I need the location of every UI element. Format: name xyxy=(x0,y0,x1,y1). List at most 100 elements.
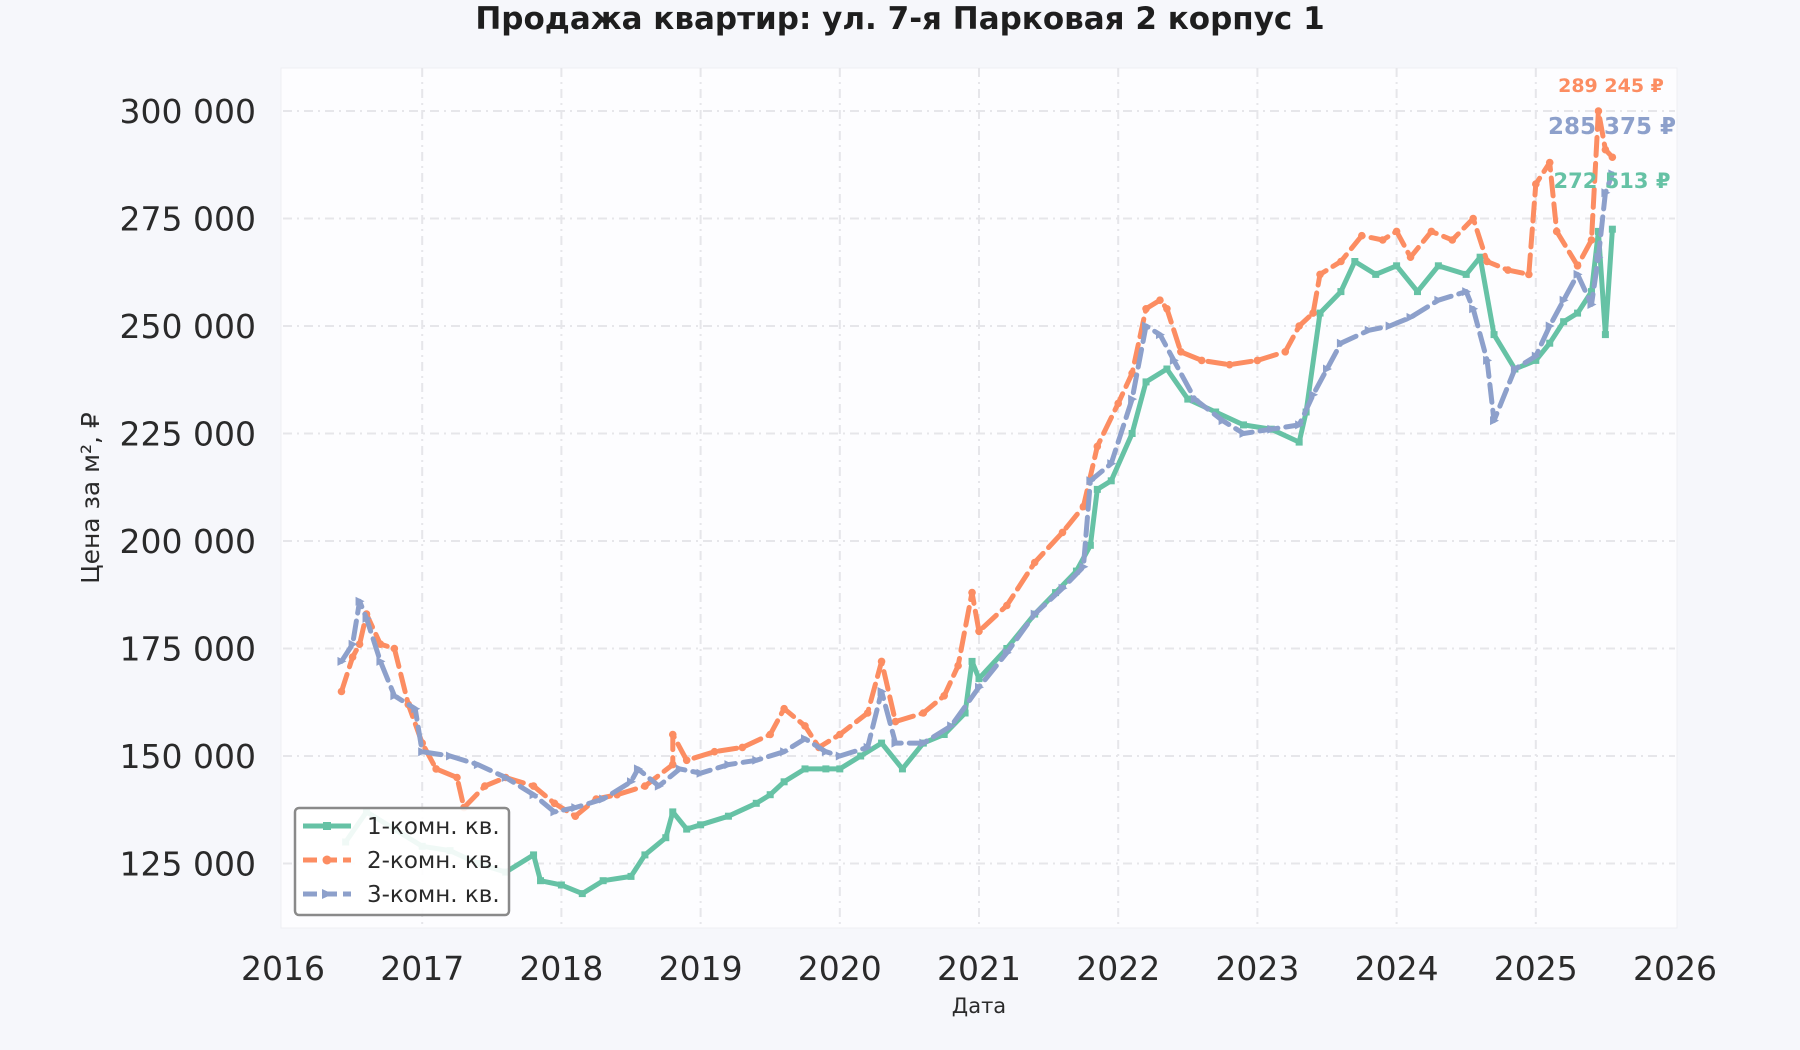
data-point xyxy=(550,807,560,817)
data-point xyxy=(1483,257,1491,266)
data-point xyxy=(1587,288,1595,296)
data-point xyxy=(766,791,774,799)
data-point xyxy=(1532,356,1540,364)
y-tick-label: 250 000 xyxy=(120,307,256,346)
data-point xyxy=(1163,365,1171,373)
data-point xyxy=(801,734,810,744)
legend-label-3: 3-комн. кв. xyxy=(367,882,500,908)
data-point xyxy=(940,692,948,700)
data-point xyxy=(1093,442,1102,451)
data-point xyxy=(1448,236,1457,244)
x-tick-label: 2021 xyxy=(937,949,1021,988)
data-point xyxy=(1525,270,1533,279)
data-point xyxy=(891,738,901,748)
data-point xyxy=(355,640,364,648)
data-point xyxy=(1406,312,1416,322)
x-tick-label: 2016 xyxy=(241,949,325,988)
data-point xyxy=(1490,331,1498,339)
data-point xyxy=(571,803,581,813)
data-point xyxy=(1560,318,1568,326)
data-point xyxy=(919,709,928,717)
data-point xyxy=(641,851,649,859)
data-point xyxy=(1587,300,1597,309)
data-point xyxy=(1552,227,1561,236)
end-value-label-2: 289 245 ₽ xyxy=(1558,75,1664,97)
data-point xyxy=(669,808,677,816)
data-point xyxy=(1434,262,1442,270)
data-point xyxy=(1601,188,1611,198)
data-point xyxy=(724,812,732,820)
data-point xyxy=(1559,295,1569,305)
data-point xyxy=(1114,399,1122,408)
data-point xyxy=(1594,107,1603,115)
x-axis-title: Дата xyxy=(952,994,1006,1018)
legend-label-1: 1-комн. кв. xyxy=(367,814,500,840)
data-point xyxy=(1531,351,1541,361)
data-point xyxy=(1573,269,1583,279)
data-point xyxy=(1594,227,1602,235)
data-point xyxy=(1218,416,1228,426)
data-point xyxy=(1316,309,1324,317)
data-point xyxy=(1239,429,1249,438)
data-point xyxy=(473,760,483,770)
data-point xyxy=(940,731,948,738)
data-point xyxy=(675,764,685,774)
end-value-label-1: 272 513 ₽ xyxy=(1554,169,1671,193)
data-point xyxy=(801,765,809,773)
data-point xyxy=(766,730,774,739)
data-point xyxy=(1469,214,1477,223)
data-point xyxy=(1253,356,1262,365)
data-point xyxy=(801,722,809,730)
end-labels: 272 513 ₽ 289 245 ₽ 285 375 ₽ xyxy=(1548,75,1676,193)
data-point xyxy=(627,777,636,787)
data-point xyxy=(1184,395,1192,403)
data-point xyxy=(1107,459,1117,469)
data-point xyxy=(1323,364,1332,374)
data-point xyxy=(1378,236,1387,244)
data-point xyxy=(1058,528,1067,537)
data-point xyxy=(1142,305,1150,313)
data-point xyxy=(1225,360,1234,369)
x-tick-label: 2020 xyxy=(798,949,882,988)
data-point xyxy=(390,691,400,701)
data-point xyxy=(390,644,399,653)
y-tick-label: 175 000 xyxy=(120,630,256,669)
data-point xyxy=(1608,169,1618,179)
data-point xyxy=(1128,430,1136,437)
data-point xyxy=(954,661,962,670)
data-point xyxy=(877,657,886,666)
data-point xyxy=(724,760,734,770)
data-point xyxy=(898,765,906,773)
data-point xyxy=(1281,348,1290,356)
data-point xyxy=(1337,288,1345,296)
data-point xyxy=(1462,287,1472,297)
series-layer xyxy=(337,107,1618,898)
data-point xyxy=(529,782,538,790)
data-point xyxy=(1295,420,1305,430)
data-point xyxy=(877,687,887,696)
data-point xyxy=(537,877,545,885)
data-point xyxy=(1003,601,1011,610)
legend-marker xyxy=(322,889,333,899)
data-point xyxy=(1190,394,1200,404)
data-point xyxy=(1316,270,1324,279)
data-point xyxy=(1372,270,1380,278)
data-point xyxy=(1197,356,1206,365)
data-point xyxy=(1406,253,1415,261)
data-point xyxy=(1142,378,1150,386)
data-point xyxy=(599,794,609,804)
data-point xyxy=(1155,330,1165,340)
data-point xyxy=(1142,321,1152,331)
y-tick-label: 125 000 xyxy=(120,845,256,884)
y-tick-label: 225 000 xyxy=(120,415,256,454)
data-point xyxy=(1163,305,1171,313)
legend-box xyxy=(293,806,511,917)
data-point xyxy=(1385,321,1395,331)
data-point xyxy=(1128,369,1136,378)
data-point xyxy=(1601,331,1609,339)
data-point xyxy=(1510,364,1520,374)
data-point xyxy=(1309,390,1319,400)
data-point xyxy=(780,704,788,713)
data-point xyxy=(891,717,900,726)
